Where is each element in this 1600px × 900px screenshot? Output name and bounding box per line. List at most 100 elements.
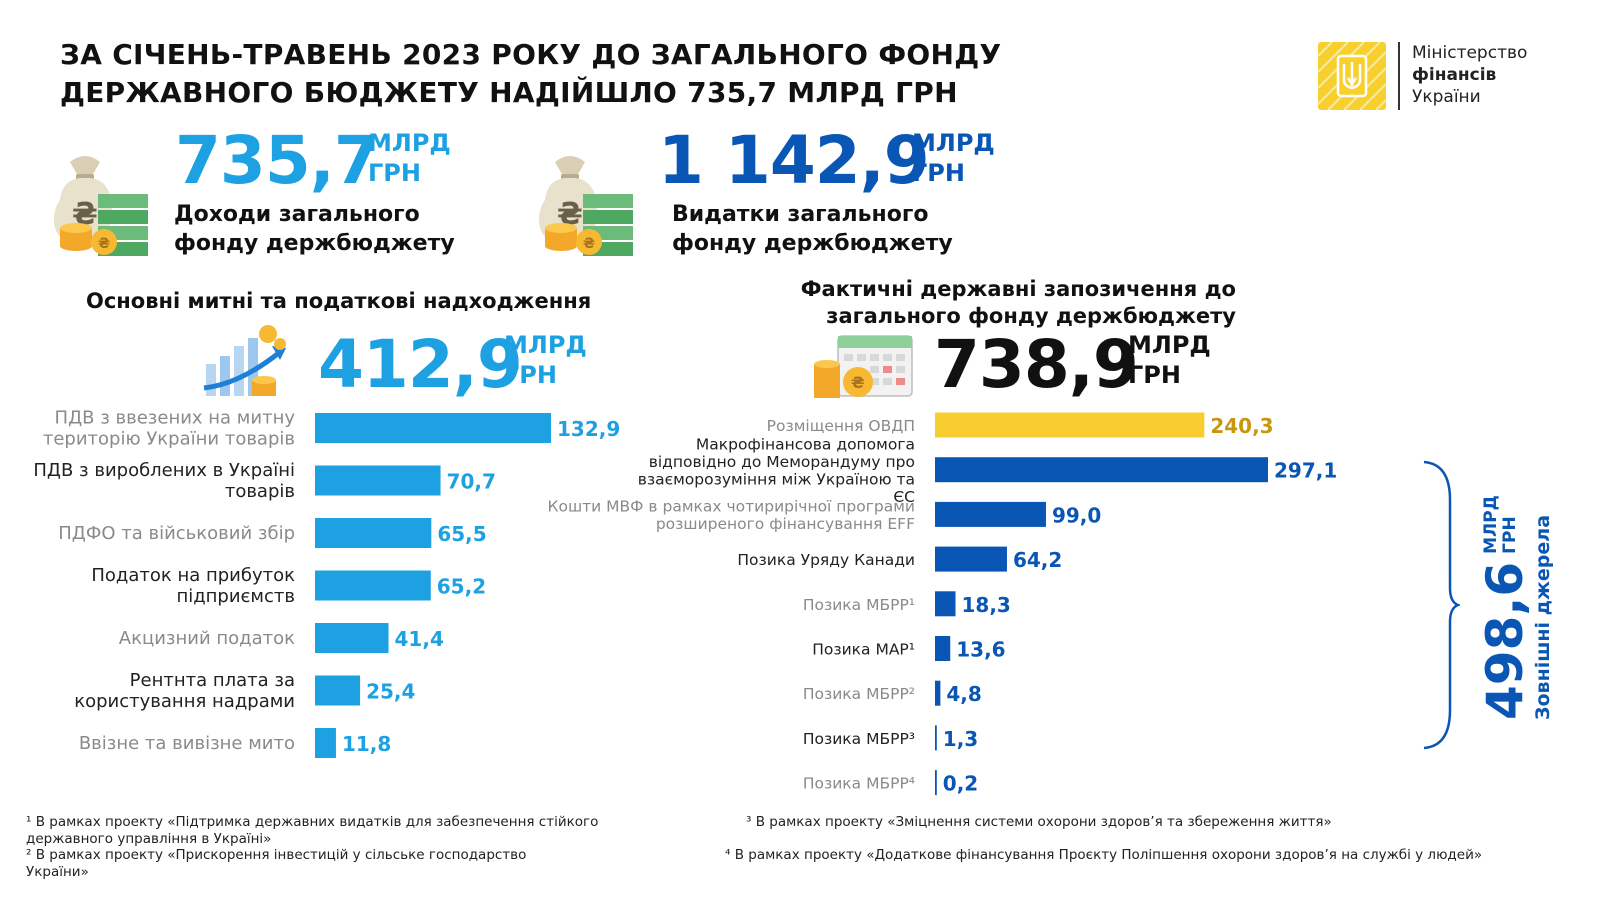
bar-4 — [315, 623, 389, 653]
page-title: ЗА СІЧЕНЬ-ТРАВЕНЬ 2023 РОКУ ДО ЗАГАЛЬНОГ… — [60, 36, 1160, 112]
value-label-1: 297,1 — [1274, 459, 1337, 483]
footnote-1-line-1: ¹ В рамках проекту «Підтримка державних … — [26, 814, 599, 830]
category-label-0: ПДВ з ввезених на митну — [55, 408, 296, 429]
borrowings-total: 738,9 — [934, 326, 1139, 403]
category-label-1: ЄС — [893, 488, 915, 506]
expenses-caption-line-1: Видатки загального — [672, 202, 929, 227]
value-label-2: 99,0 — [1052, 503, 1101, 527]
footnote-1: ¹ В рамках проекту «Підтримка державних … — [26, 814, 598, 848]
category-label-5: Позика МАР¹ — [812, 641, 915, 659]
external-unit-line-2: ГРН — [1500, 516, 1520, 554]
category-label-3: підприємств — [176, 586, 295, 607]
footnote-2: ² В рамках проекту «Прискорення інвестиц… — [26, 847, 526, 881]
bar-2 — [315, 518, 432, 548]
unit-bottom: ГРН — [912, 159, 965, 187]
ministry-logo — [1317, 41, 1387, 111]
bar-1 — [315, 465, 441, 496]
external-value: 498,6 — [1476, 561, 1534, 720]
bar-0 — [315, 413, 551, 443]
svg-text:₴: ₴ — [98, 236, 110, 252]
external-label: Зовнішні джерела — [1532, 514, 1554, 720]
footnote-2-line-1: ² В рамках проекту «Прискорення інвестиц… — [26, 847, 527, 863]
category-label-7: Позика МБРР³ — [803, 730, 915, 748]
category-label-3: Податок на прибуток — [91, 565, 295, 586]
category-label-0: Розміщення ОВДП — [767, 417, 915, 435]
category-label-2: Кошти МВФ в рамках чотирирічної програми — [547, 498, 915, 516]
category-label-4: Позика МБРР¹ — [803, 596, 915, 614]
footnote-4: ⁴ В рамках проекту «Додаткове фінансуван… — [725, 847, 1483, 863]
title-line-2: ДЕРЖАВНОГО БЮДЖЕТУ НАДІЙШЛО 735,7 МЛРД Г… — [60, 76, 958, 109]
bar-6 — [935, 680, 941, 706]
category-label-1: відповідно до Меморандуму про — [649, 453, 915, 471]
unit-bottom: ГРН — [368, 159, 421, 187]
external-unit: МЛРД ГРН — [1481, 495, 1520, 554]
ministry-name-line-1: Міністерство — [1412, 43, 1528, 63]
value-label-3: 65,2 — [437, 575, 486, 599]
category-label-8: Позика МБРР⁴ — [803, 775, 915, 793]
borrowings-unit: МЛРД ГРН — [1128, 330, 1211, 390]
value-label-5: 25,4 — [366, 680, 415, 704]
ministry-name: Міністерство фінансів України — [1412, 42, 1527, 108]
title-line-1: ЗА СІЧЕНЬ-ТРАВЕНЬ 2023 РОКУ ДО ЗАГАЛЬНОГ… — [60, 38, 1002, 71]
value-label-6: 4,8 — [946, 682, 981, 706]
value-label-4: 41,4 — [395, 627, 444, 651]
external-sources-brace — [1423, 460, 1460, 750]
value-label-0: 132,9 — [557, 417, 620, 441]
growth-chart-icon — [203, 325, 286, 396]
category-label-1: товарів — [225, 481, 295, 502]
revenue-caption-line-2: фонду держбюджету — [174, 231, 455, 256]
value-label-0: 240,3 — [1210, 414, 1273, 438]
expenses-value: 1 142,9 — [658, 122, 930, 199]
borrowings-heading: Фактичні державні запозичення до загальн… — [700, 276, 1236, 330]
bar-5 — [935, 636, 951, 661]
footnote-2-line-2: України» — [26, 864, 89, 880]
borrowings-heading-line-1: Фактичні державні запозичення до — [800, 277, 1236, 301]
bar-2 — [935, 501, 1046, 527]
external-unit-line-1: МЛРД — [1481, 495, 1501, 554]
unit-bottom: ГРН — [504, 361, 557, 389]
unit-top: МЛРД — [912, 129, 995, 157]
category-label-1: Макрофінансова допомога — [696, 435, 915, 453]
svg-text:₴: ₴ — [583, 236, 595, 252]
category-label-2: ПДФО та військовий збір — [58, 523, 295, 544]
value-label-3: 64,2 — [1013, 548, 1062, 572]
unit-top: МЛРД — [368, 129, 451, 157]
bar-0 — [935, 412, 1205, 438]
bar-8 — [935, 770, 937, 796]
value-label-1: 70,7 — [447, 470, 496, 494]
revenue-caption-line-1: Доходи загального — [174, 202, 420, 227]
value-label-6: 11,8 — [342, 732, 391, 756]
category-label-3: Позика Уряду Канади — [737, 551, 915, 569]
category-label-1: ПДВ з вироблених в Україні — [33, 460, 295, 481]
category-label-1: взаєморозуміння між Україною та — [638, 470, 915, 488]
money-bag-icon: ₴ ₴ — [54, 156, 148, 256]
borrowings-heading-line-2: загального фонду держбюджету — [826, 304, 1236, 328]
ministry-name-line-2: фінансів — [1412, 65, 1497, 85]
category-label-6: Позика МБРР² — [803, 685, 915, 703]
expenses-caption-line-2: фонду держбюджету — [672, 231, 953, 256]
revenue-unit: МЛРД ГРН — [368, 128, 451, 188]
money-bag-icon: ₴ ₴ — [539, 156, 633, 256]
footnote-3: ³ В рамках проекту «Зміцнення системи ох… — [746, 814, 1332, 830]
unit-top: МЛРД — [504, 331, 587, 359]
taxes-heading: Основні митні та податкові надходження — [86, 289, 592, 313]
value-label-5: 13,6 — [956, 638, 1005, 662]
external-sources-block: 498,6 МЛРД ГРН Зовнішні джерела — [1476, 420, 1558, 720]
revenue-caption: Доходи загального фонду держбюджету — [174, 200, 455, 258]
category-label-5: користування надрами — [74, 691, 295, 712]
footnote-1-line-2: державного управління в Україні» — [26, 831, 272, 847]
value-label-4: 18,3 — [962, 593, 1011, 617]
category-label-4: Акцизний податок — [119, 628, 295, 649]
bar-3 — [315, 570, 431, 601]
unit-bottom: ГРН — [1128, 361, 1181, 389]
category-label-0: територію України товарів — [43, 429, 295, 450]
bar-4 — [935, 591, 956, 617]
value-label-8: 0,2 — [943, 772, 978, 796]
trident-icon — [1317, 41, 1387, 111]
expenses-caption: Видатки загального фонду держбюджету — [672, 200, 953, 258]
unit-top: МЛРД — [1128, 331, 1211, 359]
value-label-2: 65,5 — [437, 522, 486, 546]
bar-7 — [935, 725, 937, 751]
ministry-name-line-3: України — [1412, 87, 1481, 107]
